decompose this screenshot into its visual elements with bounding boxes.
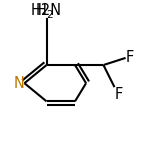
Text: N: N bbox=[14, 76, 24, 91]
Text: F: F bbox=[114, 87, 123, 102]
Text: 2: 2 bbox=[46, 10, 53, 20]
Text: F: F bbox=[126, 50, 134, 65]
Text: H2N: H2N bbox=[31, 3, 62, 18]
Text: H: H bbox=[36, 3, 46, 18]
